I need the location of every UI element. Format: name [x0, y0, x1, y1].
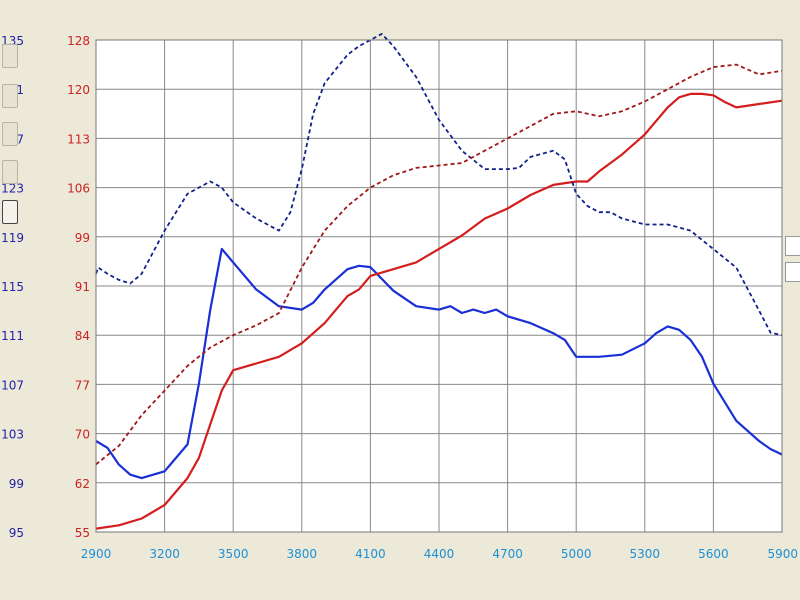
x-tick-label: 5300: [630, 547, 661, 561]
x-tick-label: 3800: [287, 547, 318, 561]
series-group: [95, 33, 783, 530]
y-outer-tick-label: 123: [1, 182, 24, 196]
side-toolbar: [784, 40, 800, 340]
y-axis-inner-ticks: 128 120 113 106 99 91 84 77 70 62 55: [67, 34, 90, 540]
x-tick-label: 4700: [492, 547, 523, 561]
y-inner-tick-label: 62: [75, 477, 90, 491]
y-inner-tick-label: 106: [67, 182, 90, 196]
y-outer-tick-label: 95: [9, 526, 24, 540]
y-outer-tick-label: 119: [1, 231, 24, 245]
y-inner-tick-label: 55: [75, 526, 90, 540]
toolbar-button-2[interactable]: [2, 84, 18, 108]
y-outer-tick-label: 99: [9, 477, 24, 491]
toolbar-button-5[interactable]: [2, 200, 18, 224]
y-outer-tick-label: 107: [1, 378, 24, 392]
y-inner-tick-label: 91: [75, 280, 90, 294]
x-tick-label: 5000: [561, 547, 592, 561]
plot-border: [95, 39, 783, 533]
series-line-2: [95, 92, 783, 530]
legend-entry-red[interactable]: [785, 262, 800, 282]
y-outer-tick-label: 115: [1, 280, 24, 294]
x-tick-label: 4100: [355, 547, 386, 561]
y-outer-tick-label: 103: [1, 428, 24, 442]
x-tick-label: 4400: [424, 547, 455, 561]
toolbar-button-3[interactable]: [2, 122, 18, 146]
x-tick-label: 2900: [81, 547, 112, 561]
y-axis-outer-ticks: 1351311271231191151111071039995: [1, 34, 24, 540]
x-tick-label: 5600: [698, 547, 729, 561]
series-line-4: [95, 63, 783, 466]
x-axis-ticks: 2900 3200 3500 3800 4100 4400 4700 5000 5300 5600…: [81, 547, 798, 561]
y-outer-tick-label: 111: [1, 329, 24, 343]
series-line-3: [95, 33, 783, 337]
toolbar-button-4[interactable]: [2, 160, 18, 184]
x-tick-label: 5900: [767, 547, 798, 561]
series-line-1: [95, 247, 783, 480]
legend-entry-blue[interactable]: [785, 236, 800, 256]
x-tick-label: 3200: [149, 547, 180, 561]
y-inner-tick-label: 77: [75, 378, 90, 392]
y-inner-tick-label: 120: [67, 83, 90, 97]
toolbar-button-1[interactable]: [2, 44, 18, 68]
y-inner-tick-label: 70: [75, 428, 90, 442]
y-inner-tick-label: 113: [67, 132, 90, 146]
grid-lines: [96, 40, 782, 532]
y-inner-tick-label: 84: [75, 329, 90, 343]
x-tick-label: 3500: [218, 547, 249, 561]
y-inner-tick-label: 99: [75, 231, 90, 245]
y-inner-tick-label: 128: [67, 34, 90, 48]
